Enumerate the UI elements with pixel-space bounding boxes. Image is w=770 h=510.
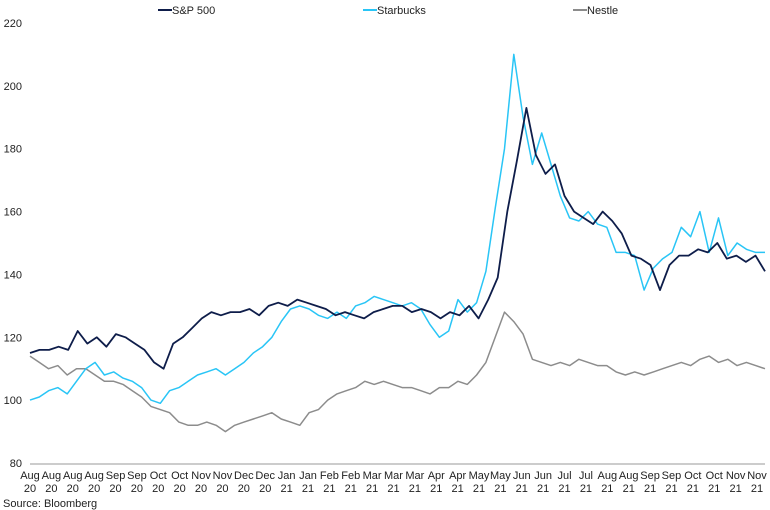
y-tick-label: 80 [10,458,22,470]
series-line-nestle [29,311,766,433]
x-tick-month: Mar [363,470,382,482]
x-tick-year: 21 [665,483,677,495]
x-tick-month: Aug [598,470,618,482]
x-tick-year: 21 [708,483,720,495]
x-tick-month: Apr [428,470,445,482]
x-tick-year: 21 [473,483,485,495]
x-tick-year: 21 [430,483,442,495]
series-group [29,53,766,433]
x-tick-year: 21 [558,483,570,495]
x-tick-month: Jun [534,470,552,482]
x-tick-month: Oct [706,470,723,482]
x-tick-month: Aug [20,470,40,482]
y-axis: 80 100 120 140 160 180 200 220 [4,18,22,470]
x-tick-month: Sep [106,470,126,482]
series-line-starbucks [29,53,765,405]
x-tick-month: Aug [619,470,639,482]
x-tick-year: 20 [24,483,36,495]
legend-label: Starbucks [377,5,426,17]
x-tick-year: 21 [387,483,399,495]
x-tick-year: 20 [259,483,271,495]
legend: S&P 500 Starbucks Nestle [158,5,618,17]
legend-label: S&P 500 [172,5,215,17]
x-tick-year: 21 [409,483,421,495]
y-tick-label: 200 [4,81,22,93]
x-tick-month: Jun [513,470,531,482]
x-tick-year: 20 [109,483,121,495]
x-tick-month: Aug [63,470,83,482]
y-tick-label: 180 [4,144,22,156]
x-tick-year: 20 [88,483,100,495]
y-tick-label: 120 [4,332,22,344]
x-tick-month: Feb [320,470,339,482]
legend-label: Nestle [587,5,618,17]
x-tick-month: Aug [84,470,104,482]
x-tick-month: Jan [278,470,296,482]
x-tick-month: Dec [234,470,254,482]
x-tick-year: 20 [67,483,79,495]
x-tick-month: Aug [42,470,62,482]
x-tick-year: 20 [131,483,143,495]
x-tick-year: 21 [580,483,592,495]
x-tick-month: Nov [191,470,211,482]
x-tick-year: 21 [516,483,528,495]
x-tick-year: 21 [644,483,656,495]
y-tick-label: 160 [4,207,22,219]
x-tick-year: 21 [687,483,699,495]
x-tick-month: Feb [341,470,360,482]
x-tick-year: 21 [366,483,378,495]
x-tick-year: 21 [729,483,741,495]
x-tick-month: Jul [579,470,593,482]
x-tick-year: 20 [174,483,186,495]
x-tick-year: 21 [623,483,635,495]
x-tick-month: Jan [299,470,317,482]
x-tick-year: 20 [216,483,228,495]
x-tick-month: Mar [405,470,424,482]
x-tick-month: May [490,470,511,482]
x-axis: Aug20Aug20Aug20Aug20Sep20Sep20Oct20Oct20… [20,463,767,495]
x-tick-month: Sep [640,470,660,482]
y-tick-label: 140 [4,269,22,281]
x-tick-year: 21 [494,483,506,495]
x-tick-month: Sep [662,470,682,482]
y-tick-label: 220 [4,18,22,30]
source-note: Source: Bloomberg [3,498,97,510]
x-tick-year: 21 [537,483,549,495]
x-tick-year: 21 [323,483,335,495]
x-tick-month: Dec [255,470,275,482]
series-line-s-p-500 [29,107,766,370]
x-tick-year: 21 [751,483,763,495]
x-tick-year: 21 [452,483,464,495]
x-tick-year: 20 [45,483,57,495]
x-tick-month: Nov [213,470,233,482]
x-tick-month: Oct [150,470,167,482]
x-tick-year: 21 [302,483,314,495]
x-tick-month: Apr [449,470,466,482]
x-tick-month: Mar [384,470,403,482]
y-tick-label: 100 [4,395,22,407]
x-tick-year: 21 [601,483,613,495]
x-tick-year: 21 [345,483,357,495]
x-tick-year: 20 [238,483,250,495]
x-tick-month: Oct [684,470,701,482]
x-tick-month: Jul [558,470,572,482]
x-tick-month: Oct [171,470,188,482]
x-tick-month: May [469,470,490,482]
x-tick-month: Sep [127,470,147,482]
x-tick-month: Nov [747,470,767,482]
x-tick-year: 20 [152,483,164,495]
x-tick-year: 21 [280,483,292,495]
x-tick-year: 20 [195,483,207,495]
x-tick-month: Nov [726,470,746,482]
